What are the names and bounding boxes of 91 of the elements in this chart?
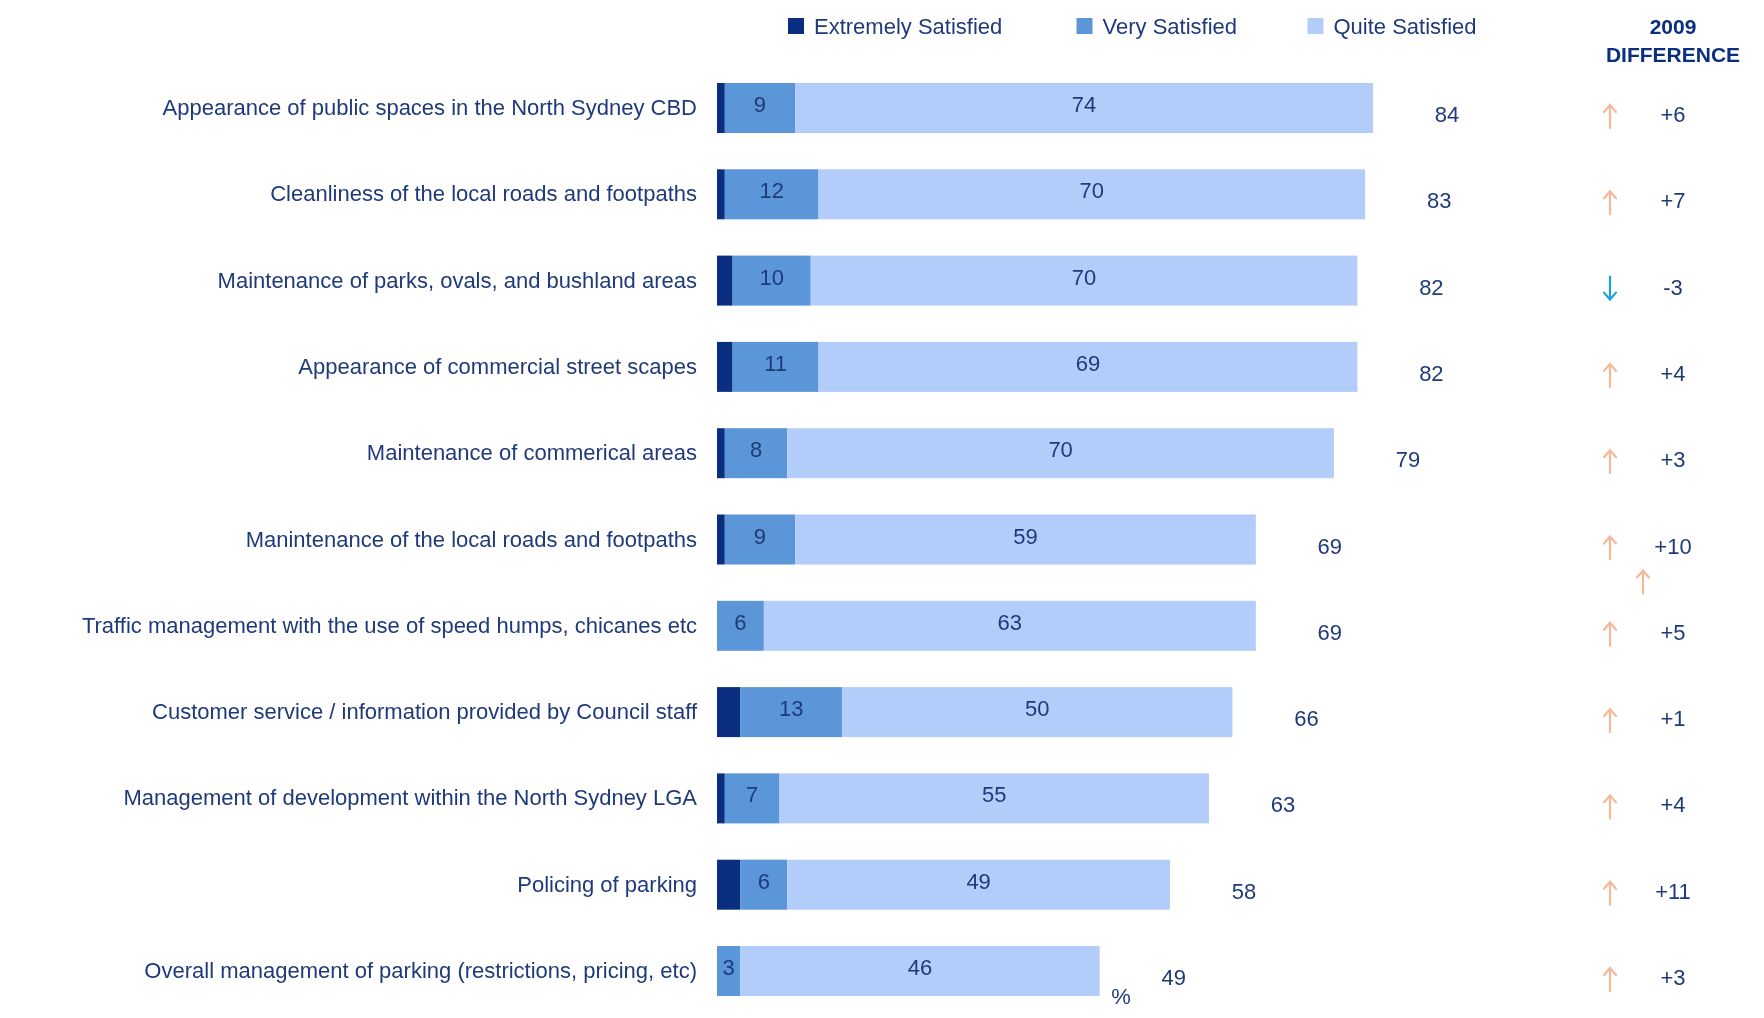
bar xyxy=(717,169,725,220)
data-label: 12 xyxy=(759,178,784,204)
bar xyxy=(717,428,725,479)
text: +11 xyxy=(1655,878,1691,904)
bar xyxy=(763,600,1256,651)
bar xyxy=(787,859,1170,910)
data-label: 46 xyxy=(907,955,933,980)
bar xyxy=(787,428,1334,479)
bar xyxy=(717,600,764,651)
bar xyxy=(779,773,1209,824)
data-label: 6 xyxy=(757,868,770,894)
data-label: 74 xyxy=(1071,92,1097,117)
bar xyxy=(795,514,1256,565)
bar xyxy=(717,687,741,738)
total-label: 49 xyxy=(1161,965,1186,990)
y-tick-label: Appearance of commercial street scapes xyxy=(298,353,697,379)
total-label: 84 xyxy=(1434,102,1460,127)
text: +5 xyxy=(1660,619,1686,645)
text: +4 xyxy=(1660,360,1686,386)
total-label: 82 xyxy=(1419,274,1444,300)
y-tick-label: Customer service / information provided by Council staff xyxy=(152,699,698,725)
data-label: 11 xyxy=(764,350,787,376)
bar xyxy=(795,83,1373,133)
data-label: 55 xyxy=(982,782,1007,808)
data-label: 70 xyxy=(1079,178,1105,204)
bar xyxy=(717,514,725,565)
total-label: 66 xyxy=(1294,706,1319,732)
y-tick-label: Policing of parking xyxy=(517,871,697,897)
total-label: 69 xyxy=(1317,533,1343,559)
data-label: 50 xyxy=(1024,696,1050,722)
y-tick-label: Traffic management with the use of speed humps, chicanes etc xyxy=(81,612,697,638)
bar xyxy=(740,687,842,738)
bar xyxy=(717,773,725,824)
bar xyxy=(717,946,741,996)
y-tick-label: Maintenance of commerical areas xyxy=(366,440,697,466)
bar xyxy=(810,255,1358,306)
text: -3 xyxy=(1663,274,1683,300)
total-label: 69 xyxy=(1317,619,1343,645)
bar xyxy=(717,859,741,910)
total-label: 82 xyxy=(1419,360,1444,386)
legend-label: Extremely Satisfied xyxy=(814,14,1003,39)
text: +6 xyxy=(1660,102,1686,127)
bar xyxy=(740,859,788,910)
data-label: 9 xyxy=(753,92,767,117)
total-label: 63 xyxy=(1270,792,1296,818)
bar xyxy=(717,341,733,392)
text: +7 xyxy=(1660,188,1686,214)
bar xyxy=(732,255,811,306)
annotation: % xyxy=(1111,984,1131,1009)
bar xyxy=(724,83,796,133)
text: +3 xyxy=(1660,447,1686,473)
bar xyxy=(724,428,788,479)
data-label: 7 xyxy=(746,782,759,808)
total-label: 83 xyxy=(1426,188,1452,214)
y-tick-label: Manintenance of the local roads and footpaths xyxy=(245,526,697,552)
data-label: 3 xyxy=(722,955,735,980)
text: +3 xyxy=(1660,965,1686,990)
legend-label: Quite Satisfied xyxy=(1333,14,1477,39)
total-label: 79 xyxy=(1395,447,1421,473)
bar xyxy=(724,169,819,220)
bar xyxy=(740,946,1100,996)
bar xyxy=(818,169,1366,220)
data-label: 69 xyxy=(1075,350,1101,376)
bar xyxy=(732,341,819,392)
data-label: 59 xyxy=(1013,523,1038,549)
y-tick-label: Cleanliness of the local roads and footpaths xyxy=(270,181,697,207)
text: 2009 DIFFERENCE xyxy=(1605,15,1741,66)
bar xyxy=(717,83,725,133)
data-label: 70 xyxy=(1048,437,1073,463)
bar xyxy=(724,773,780,824)
text: +4 xyxy=(1660,792,1686,818)
bar xyxy=(724,514,796,565)
data-label: 70 xyxy=(1071,264,1097,290)
bar xyxy=(717,255,733,306)
text: +1 xyxy=(1660,706,1686,732)
data-label: 49 xyxy=(966,868,991,894)
y-tick-label: Maintenance of parks, ovals, and bushland areas xyxy=(217,267,697,293)
bar xyxy=(818,341,1358,392)
text: +10 xyxy=(1654,533,1692,559)
total-label: 58 xyxy=(1231,878,1257,904)
y-tick-label: Appearance of public spaces in the North Sydney CBD xyxy=(162,95,697,120)
data-label: 10 xyxy=(759,264,784,290)
data-label: 8 xyxy=(749,437,763,463)
bar xyxy=(841,687,1233,738)
legend-label: Very Satisfied xyxy=(1102,14,1238,39)
data-label: 13 xyxy=(778,696,804,722)
data-label: 63 xyxy=(997,609,1023,635)
y-tick-label: Management of development within the North Sydney LGA xyxy=(123,785,698,811)
data-label: 6 xyxy=(734,609,747,635)
y-tick-label: Overall management of parking (restrictions, pricing, etc) xyxy=(144,958,697,983)
data-label: 9 xyxy=(753,523,767,549)
